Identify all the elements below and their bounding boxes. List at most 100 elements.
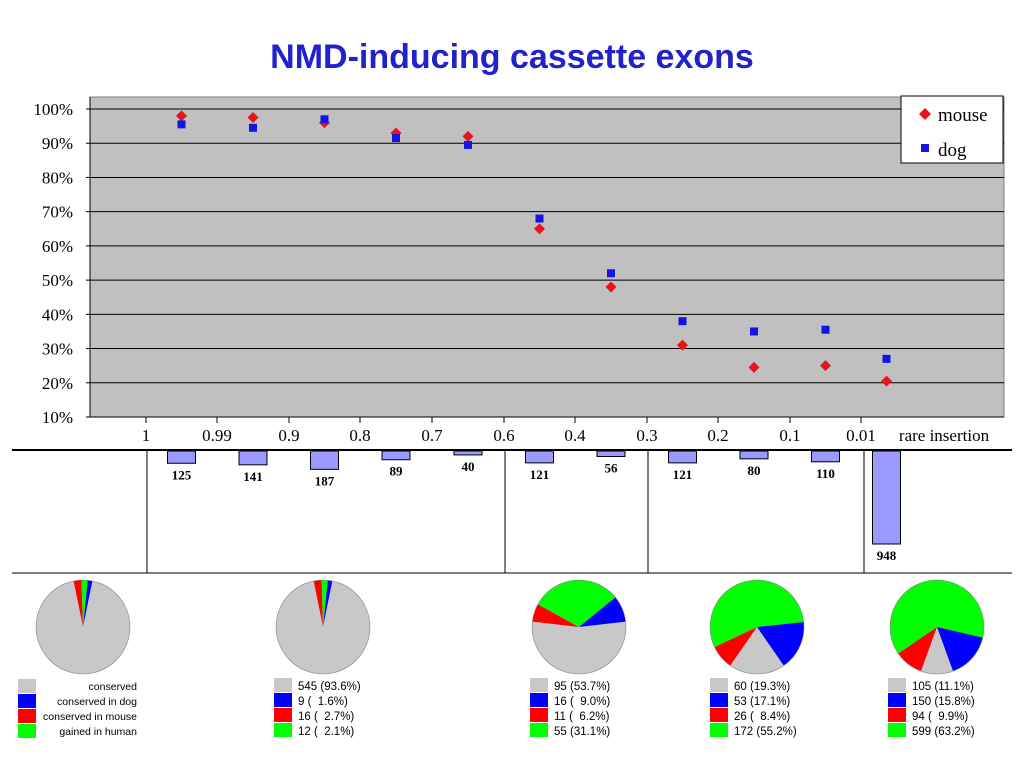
count-bar	[668, 450, 697, 464]
mouse-point	[176, 110, 187, 122]
pie-slice	[313, 580, 323, 627]
legend-swatch	[18, 724, 36, 738]
legend-swatch	[274, 678, 292, 692]
dog-point	[535, 214, 544, 223]
pie-value-label: 172 (55.2%)	[734, 726, 797, 738]
bar-value-label: 125	[172, 467, 192, 482]
pie-slice	[937, 627, 983, 672]
legend-swatch	[18, 709, 36, 723]
pie-slice	[757, 622, 804, 666]
pie-value-label: 95 (53.7%)	[554, 681, 610, 693]
table-frame	[12, 449, 1012, 574]
dog-point	[249, 123, 257, 132]
dog-point	[750, 327, 758, 336]
legend-dog-marker	[921, 144, 929, 152]
bar-value-label: 80	[748, 463, 761, 478]
dog-point	[607, 269, 615, 278]
pie-slice	[321, 580, 328, 627]
pie-slice	[920, 627, 954, 674]
pie-value-label: 60 (19.3%)	[734, 681, 790, 693]
pie-slice	[537, 580, 616, 627]
pie-value-label: 16 ( 9.0%)	[554, 696, 610, 708]
x-tick-label: 0.7	[421, 426, 443, 445]
legend-mouse-marker	[919, 108, 931, 120]
bar-value-label: 187	[315, 473, 335, 488]
mouse-point	[677, 339, 688, 351]
x-axis-ticks: 1 0.99 0.9 0.8 0.7 0.6 0.4 0.3 0.2 0.1 0.01 rare in…	[142, 417, 990, 445]
bar-value-label: 89	[390, 464, 404, 479]
pie-outline	[531, 579, 627, 675]
legend-dog-label: dog	[938, 140, 967, 161]
y-tick-label: 30%	[42, 340, 73, 359]
pie-slice	[898, 627, 937, 672]
pie-legend: conserved conserved in dog conserved in mo…	[18, 678, 975, 738]
bar-value-label: 121	[530, 467, 550, 482]
x-tick-label: 0.2	[707, 426, 728, 445]
y-tick-label: 40%	[42, 305, 73, 324]
bar-value-label: 110	[816, 466, 835, 481]
x-tick-label: 0.9	[278, 426, 299, 445]
y-tick-label: 60%	[42, 237, 73, 256]
x-tick-label: rare insertion	[899, 426, 990, 445]
count-bar	[596, 450, 626, 457]
dog-point	[464, 140, 472, 149]
pie-slice	[323, 580, 333, 627]
pie-slice	[714, 627, 757, 666]
legend-swatch	[530, 723, 548, 737]
mouse-point	[247, 112, 259, 124]
bar-value-label: 948	[877, 548, 897, 563]
legend-category-label: conserved in dog	[57, 696, 137, 708]
pie-slice	[579, 597, 626, 627]
mouse-point	[820, 360, 831, 372]
dog-point	[882, 354, 891, 363]
plot-area	[89, 96, 1005, 418]
scatter-points	[176, 110, 892, 387]
pie-slice	[730, 627, 784, 674]
count-bar	[310, 450, 339, 470]
legend-swatch	[18, 694, 36, 708]
mouse-point	[462, 130, 474, 142]
count-bar	[811, 450, 840, 463]
y-axis-ticks: 100% 90% 80% 70% 60% 50% 40% 30% 20% 10%	[33, 97, 91, 427]
pie-outline	[275, 579, 371, 675]
pie-value-label: 16 ( 2.7%)	[298, 711, 354, 723]
dog-point	[320, 115, 329, 124]
bar-value-label: 141	[243, 469, 263, 484]
x-tick-label: 0.1	[779, 426, 800, 445]
legend-category-label: gained in human	[59, 726, 137, 738]
pie-value-label: 26 ( 8.4%)	[734, 711, 790, 723]
count-bar	[739, 450, 769, 460]
pie-value-label: 12 ( 2.1%)	[298, 726, 354, 738]
legend-swatch	[274, 708, 292, 722]
pie-value-label: 105 (11.1%)	[912, 681, 974, 693]
pie-value-label: 55 (31.1%)	[554, 726, 610, 738]
count-bar	[453, 450, 483, 456]
x-tick-label: 0.3	[636, 426, 657, 445]
legend-swatch	[710, 693, 728, 707]
x-tick-label: 0.6	[493, 426, 514, 445]
x-tick-label: 1	[142, 426, 151, 445]
legend: mouse dog	[900, 95, 1004, 164]
pie-slice	[532, 604, 579, 627]
pie-outline	[35, 579, 131, 675]
y-tick-label: 50%	[42, 271, 73, 290]
mouse-point	[881, 375, 892, 387]
dog-point	[392, 134, 400, 143]
count-bars: 125 141 187 89 40 121 56 121 80 110 948	[167, 450, 901, 563]
mouse-point	[748, 361, 760, 373]
legend-category-label: conserved	[89, 681, 138, 693]
count-bar	[525, 450, 554, 464]
legend-swatch	[530, 693, 548, 707]
pie-slice	[889, 579, 984, 654]
x-tick-label: 0.4	[564, 426, 586, 445]
chart-title: NMD-inducing cassette exons	[270, 38, 754, 76]
count-bar	[167, 450, 196, 464]
count-bar	[381, 450, 411, 461]
x-tick-label: 0.01	[846, 426, 876, 445]
legend-swatch	[530, 708, 548, 722]
count-bar	[238, 450, 268, 466]
legend-swatch	[710, 678, 728, 692]
dog-point	[678, 317, 687, 326]
bar-value-label: 40	[462, 459, 475, 474]
